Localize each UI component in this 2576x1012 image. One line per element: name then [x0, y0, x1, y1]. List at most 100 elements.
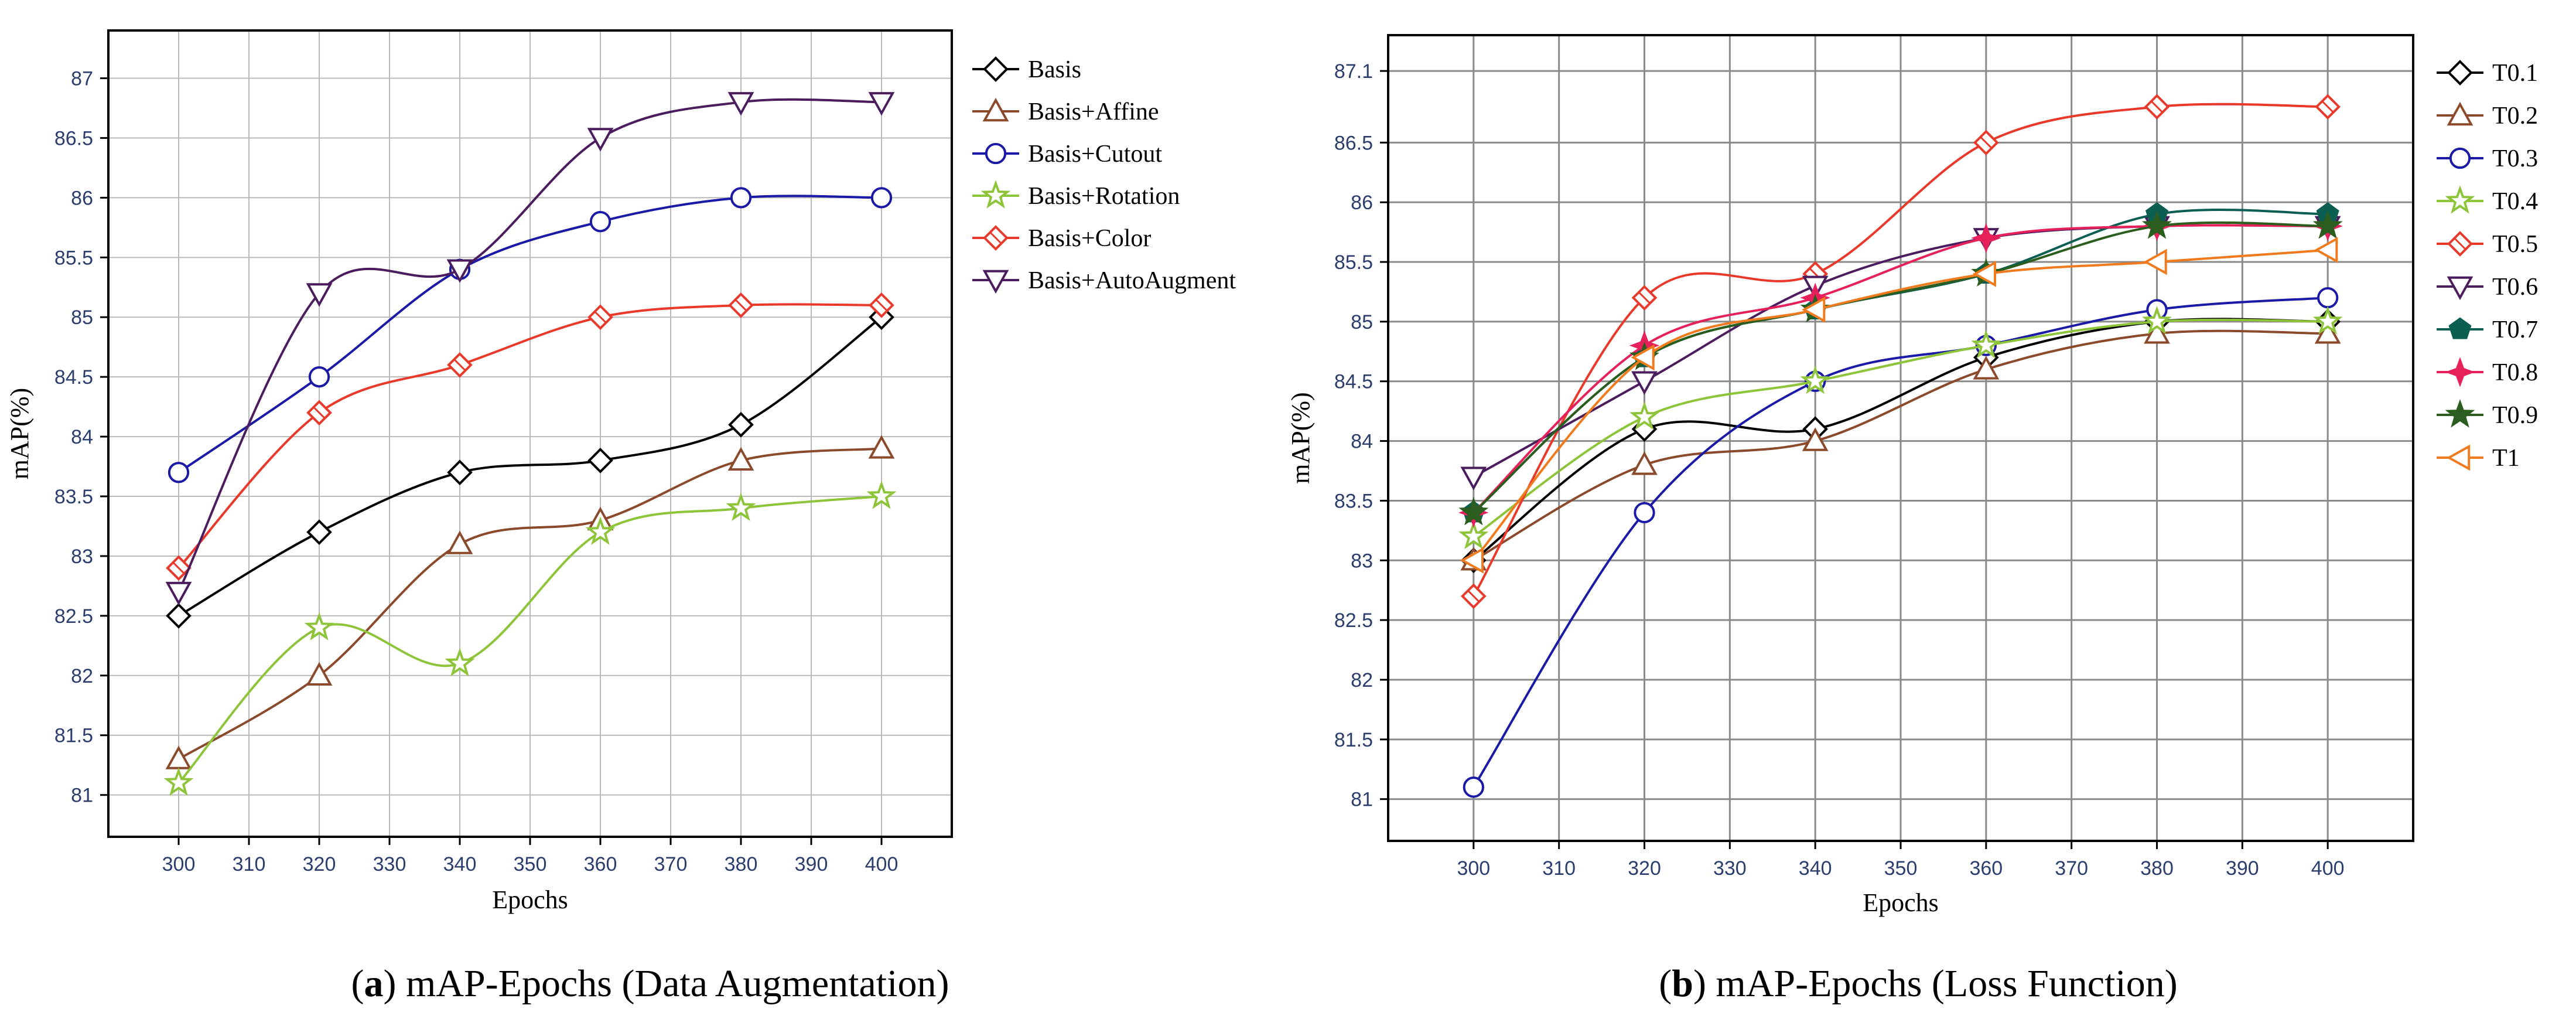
- data-point: [726, 492, 756, 522]
- data-point: [445, 648, 475, 677]
- data-point: [869, 292, 894, 318]
- legend-entry: T1: [2492, 445, 2520, 472]
- chart-a: 300 310 320 330 340 350 360 370 380 390 4008181.58…: [5, 29, 1236, 1005]
- data-point-shape: [1631, 371, 1658, 395]
- legend-marker-shape: [2449, 147, 2471, 169]
- data-point: [1631, 371, 1658, 395]
- data-point-shape: [2141, 306, 2172, 335]
- legend-entry: T0.3: [2492, 145, 2538, 172]
- data-point-shape: [868, 92, 895, 116]
- data-point: [868, 92, 895, 116]
- grid: [108, 30, 952, 837]
- data-point: [1460, 547, 1484, 574]
- legend-marker: [983, 56, 1009, 82]
- x-tick-label: 390: [2226, 857, 2259, 880]
- data-point-shape: [1629, 401, 1660, 430]
- data-point: [1802, 427, 1829, 451]
- data-point-shape: [308, 366, 330, 388]
- legend-marker: [2445, 185, 2475, 214]
- data-point-shape: [2317, 287, 2339, 309]
- series-line-t0-2: [1473, 329, 2328, 562]
- data-point-shape: [165, 745, 192, 769]
- data-point: [2317, 287, 2339, 309]
- data-point-shape: [165, 581, 192, 606]
- legend-marker: [982, 97, 1009, 122]
- data-point-cross: [2321, 100, 2334, 113]
- data-point-shape: [2314, 237, 2338, 264]
- caption-text: ) mAP-Epochs (Data Augmentation): [384, 962, 949, 1005]
- data-point: [727, 92, 754, 116]
- data-point-shape: [587, 448, 613, 473]
- legend-marker: [982, 270, 1009, 294]
- data-point-shape: [727, 92, 754, 116]
- x-tick-label: 330: [373, 853, 406, 875]
- data-point-cross: [1980, 136, 1993, 149]
- data-point: [728, 411, 754, 438]
- x-tick-label: 360: [1969, 857, 2003, 880]
- y-tick-label: 85.5: [54, 247, 93, 269]
- data-point: [589, 211, 611, 233]
- y-tick-label: 82.5: [54, 605, 93, 628]
- data-point-cross: [453, 359, 466, 372]
- data-point-shape: [730, 187, 752, 209]
- data-point: [2144, 320, 2170, 344]
- legend-marker-shape: [980, 180, 1011, 209]
- data-point-shape: [166, 603, 192, 629]
- y-tick-label: 84.5: [1334, 371, 1373, 393]
- x-tick-label: 300: [1457, 857, 1490, 880]
- x-tick-label: 350: [1884, 857, 1918, 880]
- data-point: [1458, 520, 1489, 550]
- x-tick-label: 360: [584, 853, 617, 875]
- data-point: [727, 447, 754, 471]
- data-point-shape: [1800, 365, 1830, 394]
- legend-marker: [2449, 147, 2471, 169]
- data-point-shape: [1971, 223, 2001, 254]
- series-group: [1458, 94, 2343, 798]
- y-tick-label: 85.5: [1334, 251, 1373, 274]
- data-point-shape: [868, 435, 895, 459]
- legend-marker: [985, 142, 1007, 165]
- caption-text: ) mAP-Epochs (Loss Function): [1693, 962, 2178, 1005]
- legend-marker-cross: [2454, 237, 2466, 250]
- legend-entry: T0.1: [2492, 60, 2538, 87]
- y-tick-label: 83.5: [1334, 490, 1373, 512]
- legend-entry: Basis: [1028, 56, 1081, 83]
- data-point-shape: [1802, 297, 1826, 323]
- data-point-shape: [589, 211, 611, 233]
- data-point-cross: [1467, 590, 1480, 602]
- legend-marker-shape: [2445, 185, 2475, 214]
- data-point-shape: [587, 128, 614, 152]
- legend-marker-shape: [985, 142, 1007, 165]
- x-tick-label: 400: [2311, 857, 2345, 880]
- y-axis-label: mAP(%): [5, 388, 34, 479]
- x-tick-label: 300: [162, 853, 196, 875]
- legend-marker-shape: [2447, 101, 2473, 126]
- data-point: [165, 745, 192, 769]
- y-tick-label: 82: [1351, 669, 1373, 691]
- y-tick-label: 86: [71, 187, 93, 209]
- x-tick-label: 380: [2140, 857, 2174, 880]
- data-point: [447, 459, 473, 486]
- data-point: [306, 283, 333, 307]
- caption-open: (: [1659, 962, 1672, 1005]
- caption-open: (: [351, 962, 364, 1005]
- y-tick-label: 81: [71, 785, 93, 807]
- y-tick-label: 87: [71, 68, 93, 90]
- legend-entry: Basis+Cutout: [1028, 141, 1162, 168]
- legend-marker-shape: [2445, 399, 2475, 428]
- data-point: [168, 462, 190, 483]
- data-point: [1802, 297, 1826, 323]
- data-point: [1972, 261, 1997, 287]
- legend-entry: T0.2: [2492, 103, 2538, 130]
- data-point-shape: [447, 459, 473, 486]
- legend-marker-shape: [2447, 60, 2473, 86]
- x-axis: 300 310 320 330 340 350 360 370 380 390 400: [1457, 841, 2345, 880]
- data-point: [446, 259, 473, 283]
- y-tick-label: 81.5: [1334, 729, 1373, 751]
- data-point: [1973, 130, 1999, 156]
- legend-marker: [2445, 399, 2475, 428]
- data-point-shape: [1972, 261, 1997, 287]
- data-point: [2143, 248, 2167, 275]
- legend-marker: [2447, 231, 2473, 257]
- legend-entry: T0.5: [2492, 231, 2538, 258]
